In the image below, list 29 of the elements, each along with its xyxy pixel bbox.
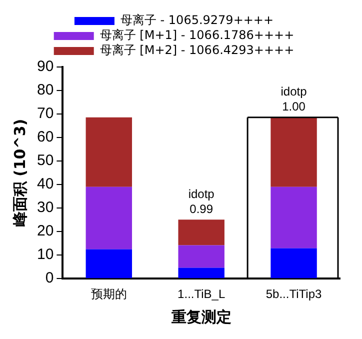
bar: [270, 186, 317, 248]
x-tick-label: 预期的: [90, 287, 127, 302]
x-tick-label: 1...TiB_L: [178, 287, 226, 302]
bar: [270, 117, 317, 187]
bar: [86, 186, 132, 250]
y-tick-label: 80: [36, 82, 54, 99]
y-axis-title: 峰面积 (10^3): [10, 118, 29, 227]
bar: [86, 117, 132, 187]
x-axis-title: 重复测定: [170, 308, 232, 326]
annotation: idotp 1.00: [280, 84, 308, 114]
y-tick-label: 10: [36, 246, 54, 264]
y-tick-label: 0: [45, 270, 54, 287]
y-tick-label: 40: [36, 176, 54, 193]
y-tick-label: 90: [36, 58, 54, 76]
bar: [178, 268, 224, 278]
y-tick-label: 70: [36, 105, 54, 122]
y-tick-label: 20: [36, 222, 54, 240]
bar: [86, 249, 132, 278]
y-tick-label: 50: [36, 152, 54, 170]
legend-label: 母离子 [M+1] - 1066.1786++++: [100, 28, 294, 42]
legend-label: 母离子 - 1065.9279++++: [120, 13, 274, 28]
bar: [178, 245, 224, 268]
bar: [270, 248, 317, 278]
annotation: idotp 0.99: [188, 186, 215, 216]
y-tick-label: 30: [36, 199, 54, 216]
y-tick-label: 60: [36, 128, 54, 146]
bar: [178, 220, 224, 246]
legend-label: 母离子 [M+2] - 1066.4293++++: [100, 43, 294, 58]
x-tick-label: 5b...TiTip3: [266, 287, 322, 302]
